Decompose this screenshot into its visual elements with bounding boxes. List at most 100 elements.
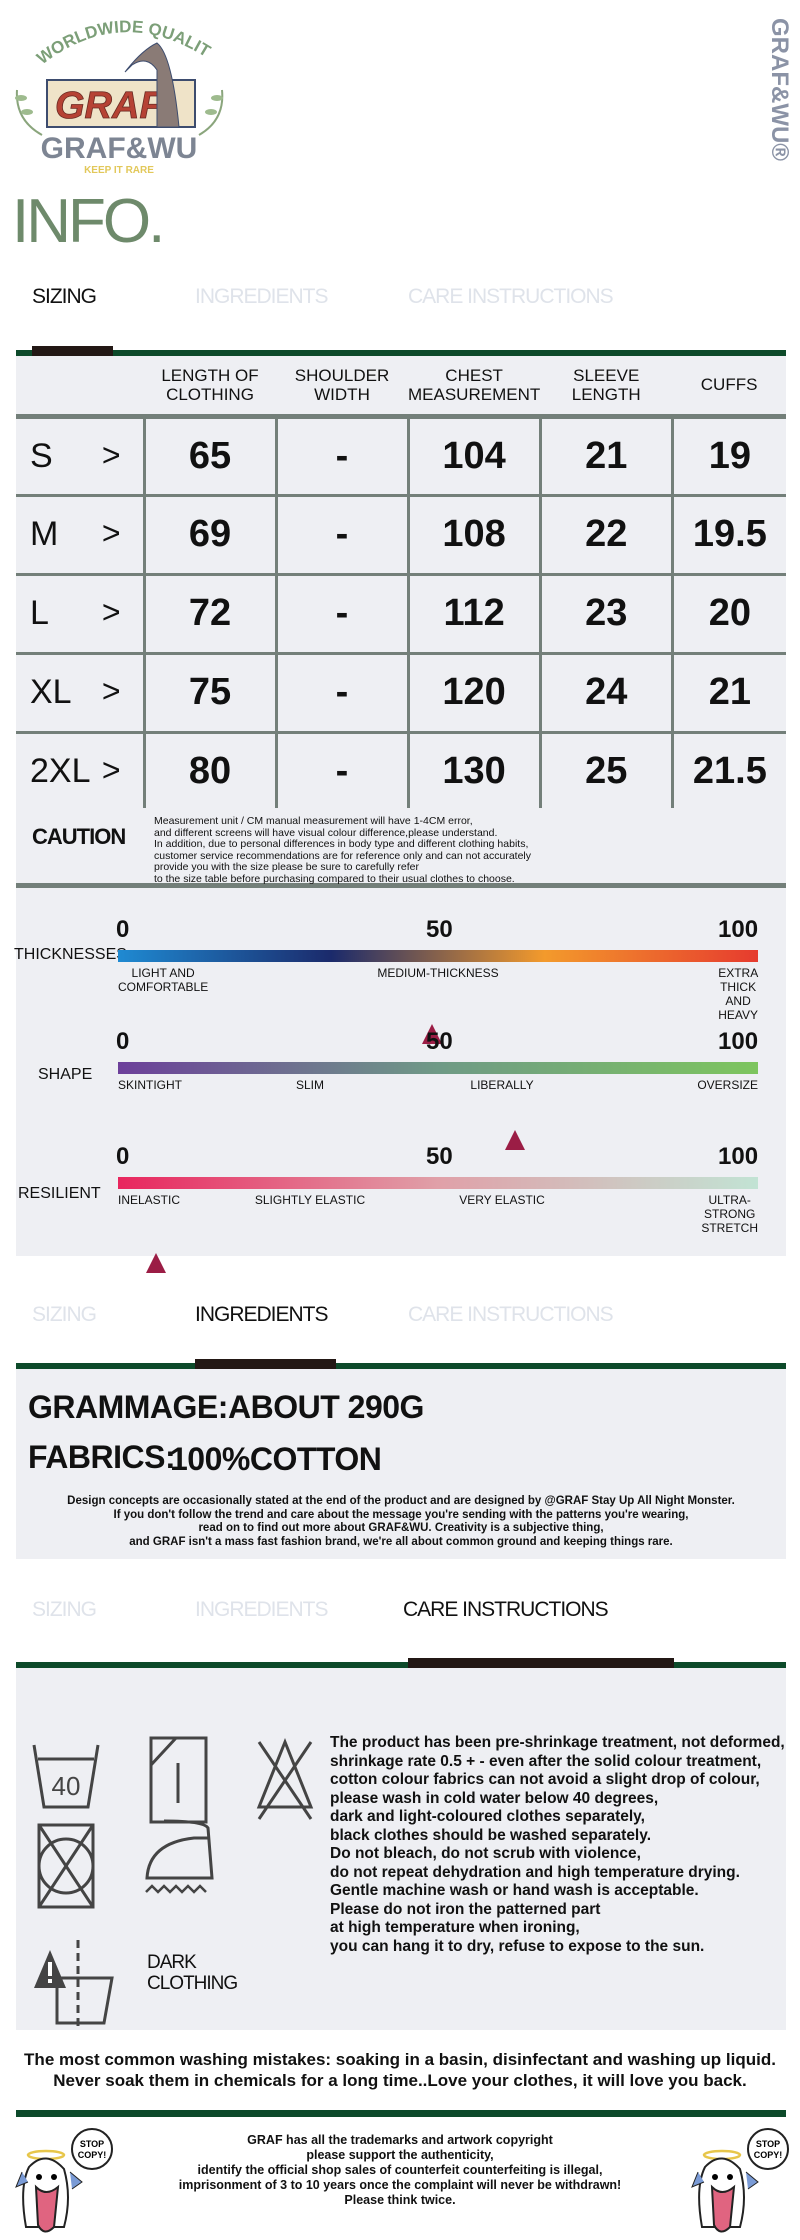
no-bleach-icon: [256, 1737, 314, 1820]
tab-care-instructions[interactable]: CARE INSTRUCTIONS: [408, 285, 614, 308]
grammage-value: ABOUT 290G: [228, 1389, 424, 1425]
tab-sizing[interactable]: SIZING: [32, 1303, 97, 1326]
size-value: 21: [670, 651, 786, 734]
col-header-shoulder: SHOULDER WIDTH: [294, 365, 390, 404]
scale-tick: 100: [718, 1028, 759, 1055]
col-header-cuffs: CUFFS: [700, 375, 758, 395]
svg-text:GRAF: GRAF: [55, 85, 164, 127]
stop-copy-ghost-icon: STOP COPY!: [691, 2128, 789, 2233]
size-row: M >69-108 22 19.5: [16, 493, 786, 576]
text-line: shrinkage rate 0.5 + - even after the so…: [330, 1752, 762, 1770]
size-value: -: [274, 730, 410, 813]
size-row: XL >75-120 24 21: [16, 651, 786, 734]
active-tab-indicator: [408, 1658, 674, 1670]
scale-desc: LIGHT AND COMFORTABLE: [118, 966, 209, 994]
text-line: and different screens will have visual c…: [154, 826, 498, 839]
section-divider: [16, 1662, 786, 1668]
fabric-scales: THICKNESSES 0 50 100 LIGHT AND COMFORTABLE ME…: [14, 888, 786, 1273]
text-line: do not repeat dehydration and high tempe…: [330, 1863, 740, 1881]
size-value: 21.5: [670, 730, 786, 813]
tab-sizing[interactable]: SIZING: [32, 285, 97, 308]
svg-text:COPY!: COPY!: [78, 2150, 107, 2160]
tab-ingredients[interactable]: INGREDIENTS: [195, 285, 329, 308]
size-label: XL >: [16, 651, 146, 734]
col-header-sleeve: SLEEVE LENGTH: [571, 365, 641, 404]
arrow-icon: >: [101, 673, 121, 709]
text-line: dark and light-coloured clothes separate…: [330, 1808, 645, 1825]
care-box: [16, 1668, 786, 2030]
text-line: If you don't follow the trend and care a…: [113, 1508, 689, 1521]
size-value: 20: [670, 572, 786, 655]
tab-care-instructions[interactable]: CARE INSTRUCTIONS: [408, 1303, 614, 1326]
caution-text: Measurement unit / CM manual measurement…: [154, 815, 654, 885]
tab-sizing[interactable]: SIZING: [32, 1598, 97, 1621]
dark-clothing-label: DARK CLOTHING: [147, 1952, 238, 1994]
tab-care-instructions[interactable]: CARE INSTRUCTIONS: [403, 1598, 609, 1621]
text-line: read on to find out more about GRAF&WU. …: [198, 1522, 604, 1534]
scale-tick: 50: [426, 1028, 453, 1055]
size-value: 65: [142, 413, 278, 497]
size-value: 22: [538, 493, 674, 576]
page-title: INFO.: [12, 187, 165, 256]
svg-text:GRAF&WU: GRAF&WU: [41, 132, 198, 165]
scale-tick: 50: [426, 916, 453, 943]
text-line: Please do not iron the patterned part: [330, 1900, 601, 1918]
scale-desc: SKINTIGHT: [118, 1078, 183, 1092]
text-line: to the size table before purchasing comp…: [154, 872, 515, 885]
text-line: you can hang it to dry, refuse to expose…: [330, 1937, 705, 1955]
caution-title: CAUTION: [32, 824, 126, 849]
text-line: In addition, due to personal differences…: [154, 838, 529, 850]
size-value: 21: [538, 413, 674, 497]
text-line: provide you with the size please be sure…: [154, 861, 419, 873]
size-label: L >: [16, 572, 146, 655]
col-header-chest: CHEST MEASUREMENT: [408, 365, 541, 404]
text-line: imprisonment of 3 to 10 years once the c…: [178, 2178, 622, 2192]
copyright-notice: GRAF has all the trademarks and artwork …: [150, 2133, 650, 2208]
text-line: customer service recommendations are for…: [154, 849, 532, 862]
size-label: 2XL >: [16, 730, 146, 813]
size-value: 112: [406, 572, 542, 655]
svg-text:STOP: STOP: [80, 2139, 104, 2149]
scale-label: SHAPE: [38, 1066, 93, 1083]
fabrics-label: FABRICS:: [28, 1439, 176, 1475]
scale-desc: LIBERALLY: [470, 1078, 534, 1092]
size-value: 104: [406, 413, 542, 497]
scale-tick: 100: [718, 1143, 759, 1170]
size-value: 69: [142, 493, 278, 576]
svg-text:COPY!: COPY!: [754, 2150, 783, 2160]
scale-marker-icon: [146, 1253, 167, 1273]
tumble-dry-icon: [149, 1736, 208, 1824]
care-instructions-text: The product has been pre-shrinkage treat…: [330, 1734, 790, 1956]
text-line: Gentle machine wash or hand wash is acce…: [330, 1882, 699, 1899]
text-line: Never soak them in chemicals for a long …: [53, 2071, 747, 2090]
text-line: GRAF has all the trademarks and artwork …: [247, 2133, 553, 2147]
size-row: L >72-112 23 20: [16, 572, 786, 655]
tab-ingredients[interactable]: INGREDIENTS: [195, 1598, 329, 1621]
size-value: 130: [406, 730, 542, 813]
size-value: 25: [538, 730, 674, 813]
washing-mistakes-text: The most common washing mistakes: soakin…: [0, 2049, 800, 2091]
scale-bar: [118, 950, 758, 962]
active-tab-indicator: [32, 346, 113, 356]
caution-box: CAUTION Measurement unit / CM manual mea…: [16, 808, 786, 888]
text-line: The most common washing mistakes: soakin…: [24, 2050, 776, 2069]
size-value: -: [274, 572, 410, 655]
size-value: 19: [670, 413, 786, 497]
size-row: 2XL >80-130 25 21.5: [16, 730, 786, 813]
scale-desc: MEDIUM-THICKNESS: [377, 966, 499, 980]
size-table: LENGTH OF CLOTHING SHOULDER WIDTH CHEST …: [16, 356, 786, 813]
text-line: and GRAF isn't a mass fast fashion brand…: [129, 1535, 673, 1548]
text-line: please support the authenticity,: [306, 2148, 494, 2162]
col-header-size: [16, 356, 144, 416]
size-label: S >: [16, 413, 146, 497]
text-line: Design concepts are occasionally stated …: [67, 1495, 735, 1507]
active-tab-indicator: [195, 1359, 336, 1369]
text-line: The product has been pre-shrinkage treat…: [330, 1734, 785, 1751]
design-note: Design concepts are occasionally stated …: [16, 1495, 786, 1549]
dark-clothing-warning-icon: [34, 1940, 114, 2028]
tab-ingredients[interactable]: INGREDIENTS: [195, 1303, 329, 1326]
text-line: please wash in cold water below 40 degre…: [330, 1789, 659, 1807]
arrow-icon: >: [101, 436, 121, 473]
scale-desc: SLIGHTLY ELASTIC: [254, 1193, 366, 1207]
scale-label: RESILIENT: [18, 1185, 101, 1202]
